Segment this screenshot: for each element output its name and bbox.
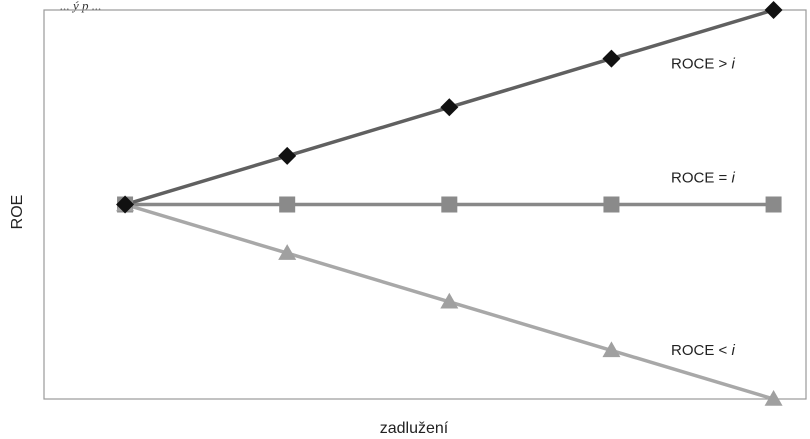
series-0-point-2 xyxy=(440,98,459,117)
series-label-1-text: ROCE = xyxy=(671,170,731,187)
series-layer xyxy=(116,1,783,406)
series-1-point-2 xyxy=(441,196,458,213)
series-0-point-4 xyxy=(764,1,783,19)
series-2-point-3 xyxy=(602,341,621,358)
series-1-point-4 xyxy=(765,196,782,213)
plot-frame xyxy=(43,9,807,400)
series-label-1: ROCE = i xyxy=(671,170,735,187)
series-2-point-4 xyxy=(764,390,783,406)
series-label-2: ROCE < i xyxy=(671,342,735,359)
series-label-2-text: ROCE < xyxy=(671,342,731,359)
series-label-0-text: ROCE > xyxy=(671,55,731,72)
series-1-point-1 xyxy=(279,196,296,213)
series-0-point-0 xyxy=(116,195,135,214)
caption-fragment: ... ý p ... xyxy=(60,0,102,13)
series-1-point-3 xyxy=(603,196,620,213)
series-2-point-1 xyxy=(278,244,297,260)
series-label-1-var: i xyxy=(731,170,735,187)
series-label-2-var: i xyxy=(731,342,735,359)
x-axis-label: zadlužení xyxy=(380,420,449,437)
series-0-point-1 xyxy=(278,146,297,165)
series-label-0-var: i xyxy=(731,55,735,72)
y-axis-label: ROE xyxy=(9,195,26,230)
series-2-point-2 xyxy=(440,292,459,309)
series-label-0: ROCE > i xyxy=(671,55,735,72)
series-0-point-3 xyxy=(602,49,621,68)
